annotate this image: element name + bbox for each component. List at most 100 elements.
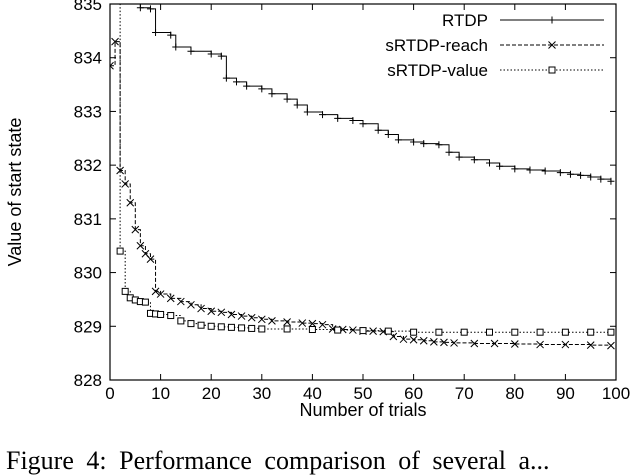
data-point bbox=[318, 320, 327, 329]
x-tick-label: 50 bbox=[354, 384, 373, 403]
data-point bbox=[217, 52, 225, 60]
data-point bbox=[511, 165, 519, 173]
data-point bbox=[548, 16, 556, 24]
x-tick-label: 60 bbox=[404, 384, 423, 403]
y-tick-label: 835 bbox=[74, 0, 102, 14]
data-point bbox=[187, 47, 195, 55]
data-point bbox=[243, 82, 251, 90]
data-point bbox=[399, 335, 408, 344]
data-point bbox=[308, 319, 317, 328]
data-point bbox=[541, 167, 549, 175]
data-point bbox=[167, 31, 175, 39]
data-point bbox=[227, 323, 235, 331]
data-point bbox=[197, 304, 205, 313]
legend-label: sRTDP-value bbox=[387, 61, 488, 80]
data-point bbox=[460, 328, 468, 336]
x-tick-label: 10 bbox=[151, 384, 170, 403]
data-point bbox=[510, 340, 519, 348]
x-tick-label: 90 bbox=[556, 384, 575, 403]
series-line bbox=[110, 41, 612, 346]
legend-item: RTDP bbox=[442, 11, 604, 30]
data-point bbox=[410, 138, 418, 146]
data-point bbox=[470, 339, 479, 348]
data-point bbox=[258, 325, 266, 333]
x-tick-label: 20 bbox=[202, 384, 221, 403]
data-point bbox=[207, 322, 215, 330]
data-point bbox=[394, 136, 402, 144]
y-tick-label: 830 bbox=[74, 264, 102, 283]
series-line bbox=[119, 4, 611, 333]
data-point bbox=[548, 66, 556, 74]
data-point bbox=[577, 171, 585, 179]
data-point bbox=[486, 328, 493, 336]
data-point bbox=[237, 312, 246, 320]
data-point bbox=[207, 50, 215, 58]
data-point bbox=[227, 310, 236, 319]
data-point bbox=[420, 140, 428, 148]
data-point bbox=[308, 326, 316, 334]
data-point bbox=[247, 313, 256, 322]
data-point bbox=[146, 5, 154, 13]
y-tick-label: 832 bbox=[74, 156, 102, 175]
data-point bbox=[126, 198, 135, 207]
data-point bbox=[258, 85, 266, 93]
data-point bbox=[429, 338, 438, 346]
data-point bbox=[176, 297, 185, 306]
data-point bbox=[607, 341, 615, 350]
y-tick-label: 831 bbox=[74, 210, 102, 229]
series-srtdp-value bbox=[116, 4, 615, 336]
data-point bbox=[217, 308, 226, 317]
data-point bbox=[121, 180, 130, 188]
data-point bbox=[116, 247, 124, 255]
data-point bbox=[172, 43, 180, 51]
data-point bbox=[566, 170, 574, 178]
data-point bbox=[374, 126, 382, 134]
data-point bbox=[151, 287, 160, 296]
data-point bbox=[496, 162, 504, 170]
data-point bbox=[283, 95, 291, 103]
data-point bbox=[597, 175, 605, 183]
data-point bbox=[526, 166, 534, 174]
x-tick-label: 0 bbox=[105, 384, 114, 403]
legend: RTDP sRTDP-reach sRTDP-value bbox=[385, 11, 604, 80]
y-axis-title: Value of start state bbox=[5, 118, 25, 267]
y-tick-label: 829 bbox=[74, 317, 102, 336]
y-tick-label: 828 bbox=[74, 371, 102, 390]
x-tick-label: 80 bbox=[505, 384, 524, 403]
data-point bbox=[349, 117, 357, 125]
data-point bbox=[419, 336, 428, 345]
data-point bbox=[268, 317, 276, 325]
data-point bbox=[303, 108, 311, 116]
data-point bbox=[283, 318, 291, 326]
data-point bbox=[359, 120, 367, 128]
data-point bbox=[156, 290, 165, 298]
data-point bbox=[157, 310, 165, 318]
data-point bbox=[217, 323, 225, 331]
data-point bbox=[561, 328, 569, 336]
data-point bbox=[587, 173, 595, 181]
figure-caption: Figure 4: Performance comparison of seve… bbox=[6, 446, 550, 475]
data-point bbox=[136, 241, 145, 250]
data-point bbox=[298, 319, 307, 327]
x-axis-title: Number of trials bbox=[299, 400, 426, 420]
data-point bbox=[319, 111, 327, 119]
data-point bbox=[334, 326, 342, 334]
data-point bbox=[238, 324, 246, 332]
data-point bbox=[222, 74, 230, 82]
data-point bbox=[440, 338, 448, 347]
data-point bbox=[536, 340, 544, 349]
data-point bbox=[445, 148, 453, 156]
data-point bbox=[349, 326, 357, 334]
data-point bbox=[435, 328, 443, 336]
data-point bbox=[486, 159, 493, 167]
data-point bbox=[548, 41, 556, 49]
data-point bbox=[146, 255, 155, 263]
data-point bbox=[116, 166, 124, 175]
series-srtdp-reach bbox=[110, 37, 615, 350]
data-point bbox=[561, 340, 570, 349]
data-point bbox=[455, 153, 463, 161]
legend-item: sRTDP-value bbox=[387, 61, 604, 80]
series-line bbox=[139, 4, 612, 182]
data-point bbox=[556, 169, 564, 177]
data-point bbox=[110, 61, 114, 70]
